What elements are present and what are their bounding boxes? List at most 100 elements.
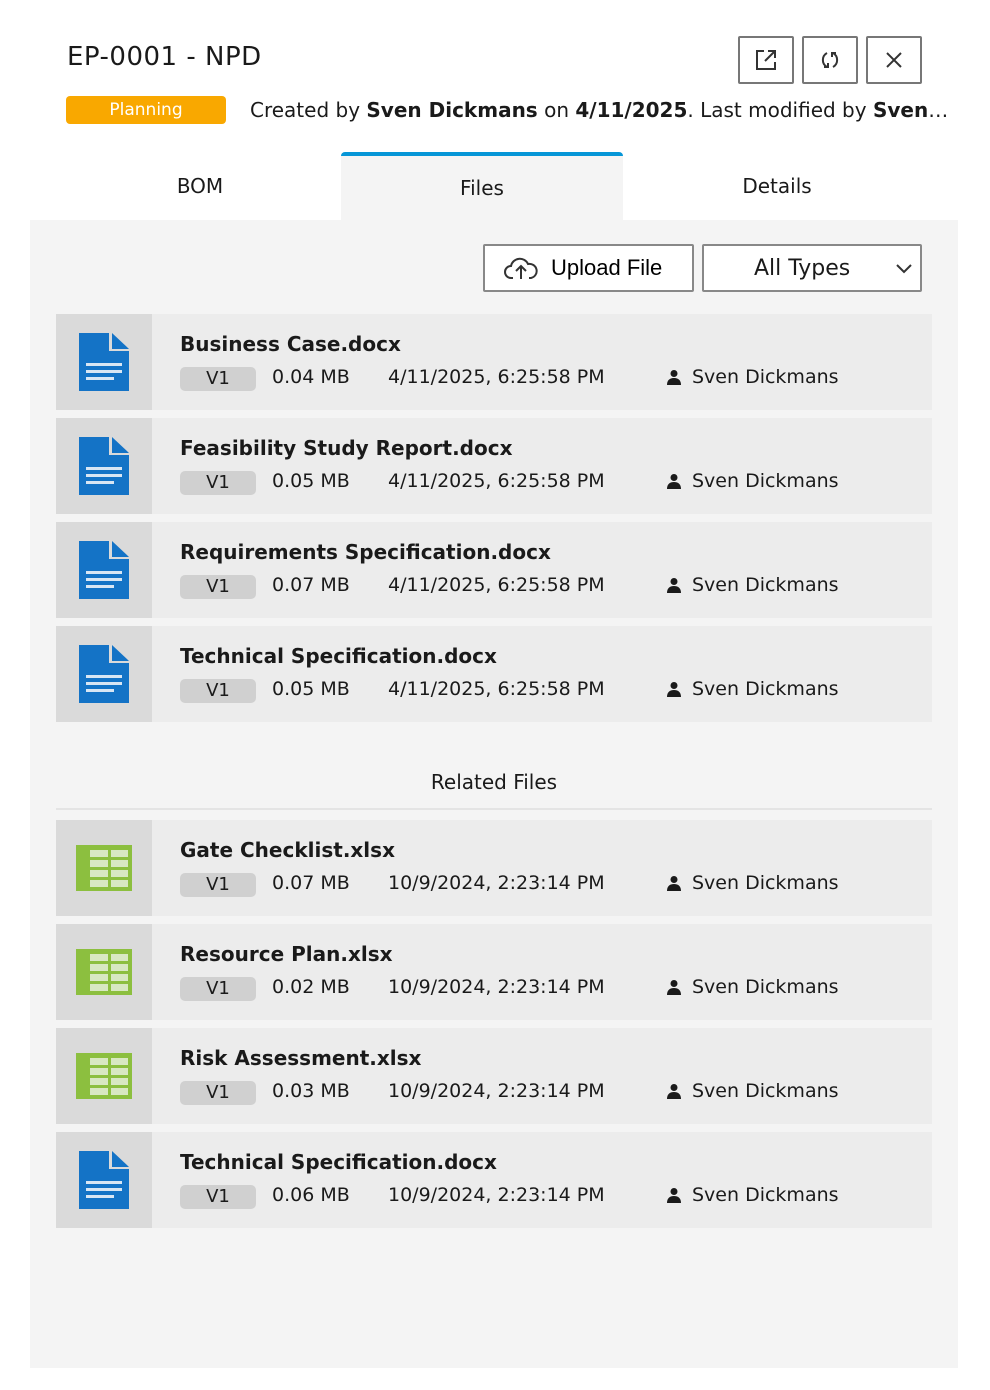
- version-badge: V1: [180, 367, 256, 391]
- docx-file-icon: [79, 541, 129, 599]
- file-user: Sven Dickmans: [666, 1184, 839, 1206]
- docx-file-icon: [79, 437, 129, 495]
- file-name[interactable]: Requirements Specification.docx: [180, 540, 551, 564]
- divider: [56, 808, 932, 810]
- file-thumbnail: [56, 1028, 152, 1124]
- sync-icon: [821, 52, 839, 68]
- file-user: Sven Dickmans: [666, 470, 839, 492]
- user-icon: [667, 1188, 681, 1203]
- file-type-value: All Types: [754, 255, 851, 281]
- file-date: 4/11/2025, 6:25:58 PM: [388, 470, 605, 492]
- version-badge: V1: [180, 1081, 256, 1105]
- user-name: Sven Dickmans: [692, 1080, 839, 1102]
- file-size: 0.03 MB: [272, 1080, 350, 1102]
- version-badge: V1: [180, 471, 256, 495]
- user-icon: [667, 474, 681, 489]
- open-external-button[interactable]: [738, 36, 794, 84]
- file-size: 0.07 MB: [272, 872, 350, 894]
- user-icon: [667, 876, 681, 891]
- user-icon: [667, 980, 681, 995]
- tab-bom[interactable]: BOM: [176, 174, 224, 198]
- user-name: Sven Dickmans: [692, 470, 839, 492]
- file-date: 4/11/2025, 6:25:58 PM: [388, 366, 605, 388]
- file-date: 10/9/2024, 2:23:14 PM: [388, 1184, 605, 1206]
- file-name[interactable]: Feasibility Study Report.docx: [180, 436, 513, 460]
- chevron-down-icon: [896, 264, 912, 274]
- file-thumbnail: [56, 924, 152, 1020]
- file-date: 10/9/2024, 2:23:14 PM: [388, 872, 605, 894]
- file-name[interactable]: Risk Assessment.xlsx: [180, 1046, 422, 1070]
- xlsx-file-icon: [76, 949, 132, 995]
- external-link-icon: [756, 50, 776, 70]
- file-name[interactable]: Resource Plan.xlsx: [180, 942, 393, 966]
- file-row[interactable]: Requirements Specification.docx V1 0.07 MB…: [56, 522, 932, 618]
- file-user: Sven Dickmans: [666, 678, 839, 700]
- user-icon: [667, 1084, 681, 1099]
- file-row[interactable]: Technical Specification.docx V1 0.06 MB 10/…: [56, 1132, 932, 1228]
- user-name: Sven Dickmans: [692, 1184, 839, 1206]
- file-row[interactable]: Risk Assessment.xlsx V1 0.03 MB 10/9/2024, …: [56, 1028, 932, 1124]
- upload-file-label: Upload File: [551, 255, 663, 280]
- xlsx-file-icon: [76, 845, 132, 891]
- file-date: 10/9/2024, 2:23:14 PM: [388, 1080, 605, 1102]
- created-modified-info: Created by Sven Dickmans on 4/11/2025. L…: [250, 98, 955, 122]
- user-name: Sven Dickmans: [692, 976, 839, 998]
- tab-files[interactable]: Files: [341, 152, 623, 220]
- user-icon: [667, 370, 681, 385]
- user-icon: [667, 578, 681, 593]
- version-badge: V1: [180, 679, 256, 703]
- version-badge: V1: [180, 1185, 256, 1209]
- file-thumbnail: [56, 314, 152, 410]
- tab-details[interactable]: Details: [742, 174, 812, 198]
- version-badge: V1: [180, 977, 256, 1001]
- version-badge: V1: [180, 873, 256, 897]
- file-user: Sven Dickmans: [666, 976, 839, 998]
- file-row[interactable]: Technical Specification.docx V1 0.05 MB 4/1…: [56, 626, 932, 722]
- file-name[interactable]: Technical Specification.docx: [180, 644, 497, 668]
- file-size: 0.04 MB: [272, 366, 350, 388]
- file-user: Sven Dickmans: [666, 366, 839, 388]
- related-files-heading: Related Files: [430, 770, 558, 794]
- page-title: EP-0001 - NPD: [67, 42, 262, 72]
- docx-file-icon: [79, 333, 129, 391]
- file-user: Sven Dickmans: [666, 1080, 839, 1102]
- file-row[interactable]: Resource Plan.xlsx V1 0.02 MB 10/9/2024, 2:…: [56, 924, 932, 1020]
- file-size: 0.05 MB: [272, 678, 350, 700]
- user-name: Sven Dickmans: [692, 678, 839, 700]
- file-thumbnail: [56, 1132, 152, 1228]
- file-name[interactable]: Gate Checklist.xlsx: [180, 838, 395, 862]
- file-size: 0.05 MB: [272, 470, 350, 492]
- file-thumbnail: [56, 522, 152, 618]
- file-user: Sven Dickmans: [666, 574, 839, 596]
- version-badge: V1: [180, 575, 256, 599]
- user-name: Sven Dickmans: [692, 366, 839, 388]
- file-date: 4/11/2025, 6:25:58 PM: [388, 678, 605, 700]
- status-badge: Planning: [66, 96, 226, 124]
- file-size: 0.07 MB: [272, 574, 350, 596]
- xlsx-file-icon: [76, 1053, 132, 1099]
- file-name[interactable]: Business Case.docx: [180, 332, 401, 356]
- file-thumbnail: [56, 820, 152, 916]
- cloud-upload-icon: [504, 257, 538, 279]
- file-type-select[interactable]: All Types: [702, 244, 922, 292]
- file-user: Sven Dickmans: [666, 872, 839, 894]
- close-button[interactable]: [866, 36, 922, 84]
- refresh-button[interactable]: [802, 36, 858, 84]
- docx-file-icon: [79, 645, 129, 703]
- file-date: 4/11/2025, 6:25:58 PM: [388, 574, 605, 596]
- user-name: Sven Dickmans: [692, 872, 839, 894]
- file-row[interactable]: Feasibility Study Report.docx V1 0.05 MB 4/…: [56, 418, 932, 514]
- file-row[interactable]: Gate Checklist.xlsx V1 0.07 MB 10/9/2024, 2…: [56, 820, 932, 916]
- user-icon: [667, 682, 681, 697]
- file-thumbnail: [56, 418, 152, 514]
- close-icon: [886, 52, 902, 68]
- file-thumbnail: [56, 626, 152, 722]
- file-size: 0.02 MB: [272, 976, 350, 998]
- file-size: 0.06 MB: [272, 1184, 350, 1206]
- upload-file-button[interactable]: Upload File: [483, 244, 694, 292]
- docx-file-icon: [79, 1151, 129, 1209]
- user-name: Sven Dickmans: [692, 574, 839, 596]
- file-row[interactable]: Business Case.docx V1 0.04 MB 4/11/2025, 6:…: [56, 314, 932, 410]
- file-name[interactable]: Technical Specification.docx: [180, 1150, 497, 1174]
- file-date: 10/9/2024, 2:23:14 PM: [388, 976, 605, 998]
